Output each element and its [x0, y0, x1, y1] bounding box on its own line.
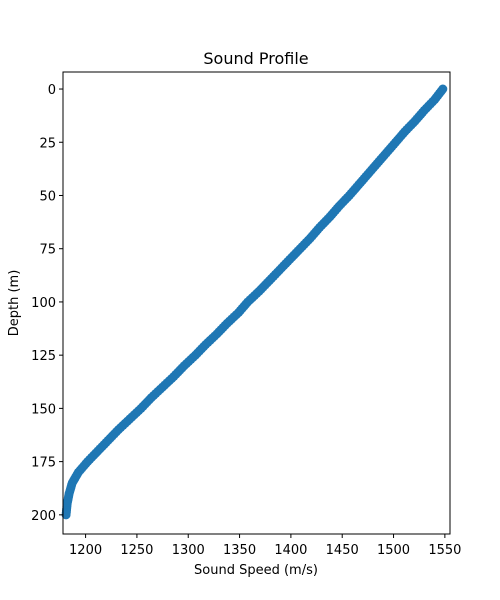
y-tick-label: 100 [31, 296, 56, 311]
y-tick-label: 50 [39, 189, 56, 204]
x-tick-label: 1300 [172, 543, 205, 558]
plot-frame [62, 71, 451, 535]
x-tick-label: 1500 [377, 543, 410, 558]
chart-title: Sound Profile [203, 49, 308, 68]
x-tick-label: 1250 [120, 543, 153, 558]
x-tick-label: 1350 [223, 543, 256, 558]
y-tick-label: 75 [39, 243, 56, 258]
x-axis: 1200 1250 1300 1350 1400 1450 1500 1550 [69, 534, 461, 558]
x-tick-label: 1200 [69, 543, 102, 558]
y-tick-label: 175 [31, 456, 56, 471]
x-tick-label: 1400 [274, 543, 307, 558]
data-points [61, 84, 448, 520]
y-axis: 0 25 50 75 100 125 150 175 200 [31, 83, 63, 524]
y-tick-label: 150 [31, 402, 56, 417]
y-tick-label: 25 [39, 136, 56, 151]
y-tick-label: 125 [31, 349, 56, 364]
y-axis-label: Depth (m) [7, 270, 22, 337]
x-tick-label: 1450 [326, 543, 359, 558]
y-tick-label: 200 [31, 509, 56, 524]
y-tick-label: 0 [48, 83, 56, 98]
data-point [61, 510, 71, 520]
x-axis-label: Sound Speed (m/s) [194, 563, 318, 578]
x-tick-label: 1550 [428, 543, 461, 558]
